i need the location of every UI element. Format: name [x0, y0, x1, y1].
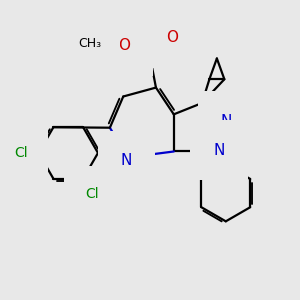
Text: CH₃: CH₃	[78, 38, 101, 50]
Text: O: O	[118, 38, 130, 53]
Text: N: N	[121, 154, 132, 169]
Text: N: N	[213, 142, 225, 158]
Text: Cl: Cl	[85, 187, 99, 201]
Text: N: N	[221, 114, 232, 129]
Text: Cl: Cl	[14, 146, 28, 160]
Text: O: O	[166, 30, 178, 45]
